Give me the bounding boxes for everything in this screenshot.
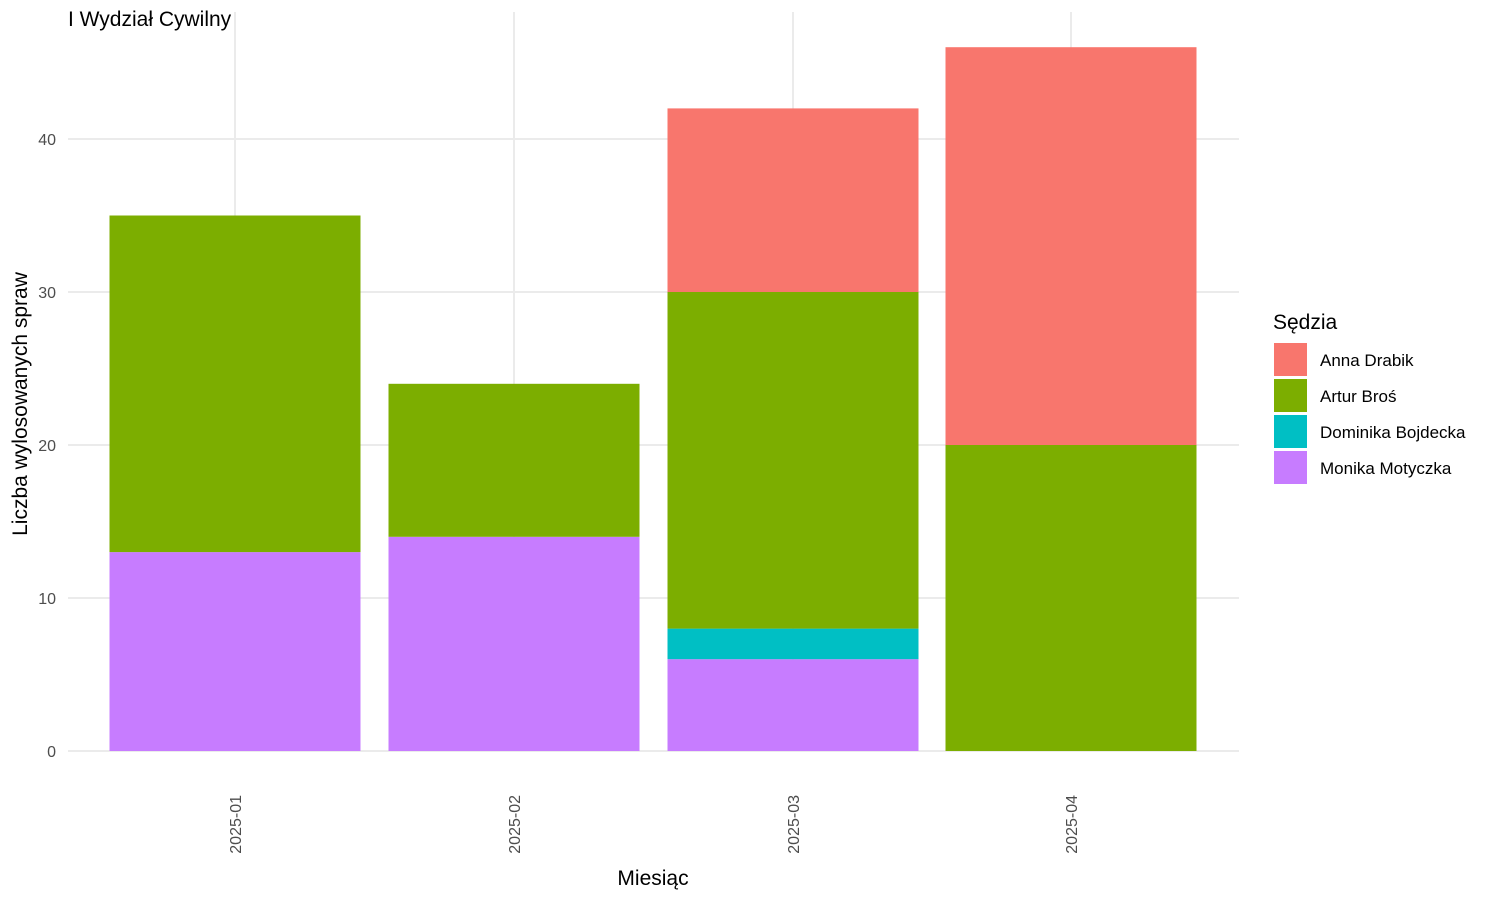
bar-segment-2025-01-artur-broś xyxy=(109,215,361,553)
bar-segment-2025-03-anna-drabik xyxy=(667,108,919,293)
bar-segment-2025-02-artur-broś xyxy=(388,383,640,537)
bar-segment-2025-03-artur-broś xyxy=(667,292,919,629)
x-axis-title: Miesiąc xyxy=(617,867,688,890)
legend-items: Anna Drabik Artur Broś Dominika Bojdecka Mo… xyxy=(1274,343,1466,484)
bar-segment-2025-04-artur-broś xyxy=(945,445,1197,751)
x-tick-label-2025-01: 2025-01 xyxy=(228,795,245,854)
legend-swatch-dominika-bojdecka xyxy=(1274,415,1307,448)
x-tick-label-2025-04: 2025-04 xyxy=(1064,795,1081,854)
chart-title: I Wydział Cywilny xyxy=(68,8,232,31)
y-axis-title: Liczba wylosowanych spraw xyxy=(9,271,32,536)
legend-label-dominika-bojdecka: Dominika Bojdecka xyxy=(1320,423,1466,442)
x-tick-label-2025-03: 2025-03 xyxy=(786,795,803,854)
x-tick-label-2025-02: 2025-02 xyxy=(507,795,524,854)
legend: Sędzia Anna Drabik Artur Broś Dominika Boj… xyxy=(1273,311,1466,484)
bar-segment-2025-03-monika-motyczka xyxy=(667,659,919,751)
legend-label-artur-broś: Artur Broś xyxy=(1320,387,1397,406)
bars xyxy=(109,47,1197,751)
y-tick-label-40: 40 xyxy=(38,132,56,149)
legend-swatch-artur-broś xyxy=(1274,379,1307,412)
y-tick-label-20: 20 xyxy=(38,438,56,455)
bar-segment-2025-03-dominika-bojdecka xyxy=(667,628,919,660)
y-axis-ticks: 0 10 20 30 40 xyxy=(38,132,56,761)
legend-label-monika-motyczka: Monika Motyczka xyxy=(1320,459,1452,478)
legend-swatch-anna-drabik xyxy=(1274,343,1307,376)
y-tick-label-30: 30 xyxy=(38,285,56,302)
bar-segment-2025-01-monika-motyczka xyxy=(109,552,361,751)
y-tick-label-10: 10 xyxy=(38,591,56,608)
legend-swatch-monika-motyczka xyxy=(1274,451,1307,484)
y-tick-label-0: 0 xyxy=(47,744,56,761)
legend-title: Sędzia xyxy=(1273,311,1338,334)
x-axis-ticks: 2025-01 2025-02 2025-03 2025-04 xyxy=(228,795,1081,854)
bar-segment-2025-02-monika-motyczka xyxy=(388,536,640,751)
legend-label-anna-drabik: Anna Drabik xyxy=(1320,351,1414,370)
bar-segment-2025-04-anna-drabik xyxy=(945,47,1197,445)
